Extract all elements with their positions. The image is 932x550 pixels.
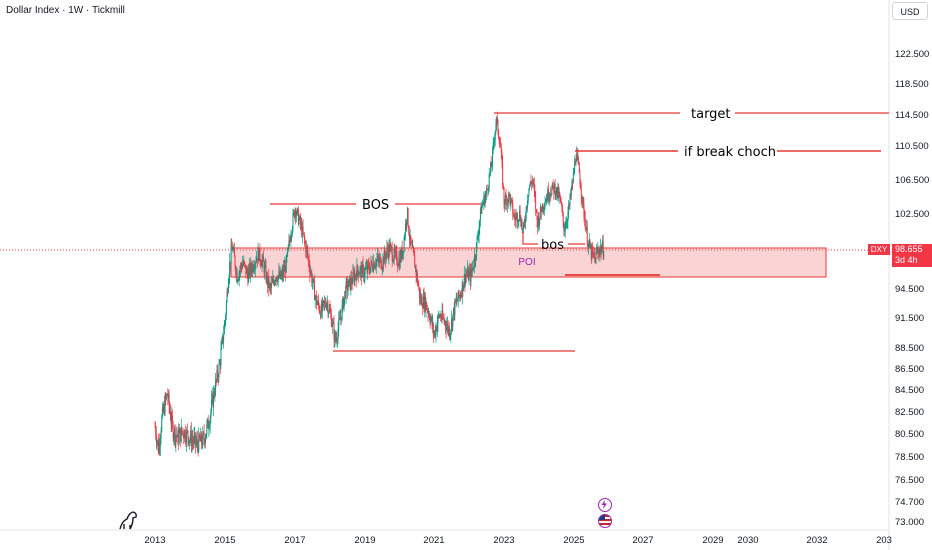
candle-series [154,111,605,457]
price-tick-label: 106.500 [895,175,929,186]
time-tick-label: 2015 [214,535,235,546]
chart-title: Dollar Index · 1W · Tickmill [6,5,125,16]
bos-upper-label: BOS [362,198,389,213]
price-value: 98.655 [895,244,923,254]
poi-zone[interactable] [230,247,827,278]
price-tag: 98.655 3d 4h [892,244,932,267]
time-tick-label: 2019 [354,535,375,546]
time-tick-label: 2032 [806,535,827,546]
price-axis[interactable]: 122.500 118.500 114.500 110.500 106.500 102.5… [895,49,929,528]
price-tick-label: 94.500 [895,284,924,295]
price-tick-label: 76.500 [895,475,924,486]
time-tick-label: 2025 [563,535,584,546]
poi-label: POI [518,257,535,268]
price-tick-label: 102.500 [895,209,929,220]
price-tick-label: 91.500 [895,313,924,324]
symbol-tag: DXY [868,244,890,255]
time-tick-label: 203 [876,535,892,546]
target-label: target [691,107,731,122]
time-tick-label: 2030 [737,535,758,546]
price-tick-label: 122.500 [895,49,929,60]
us-flag-icon[interactable] [598,514,612,528]
dinosaur-logo-icon[interactable] [119,511,137,530]
price-tick-label: 80.500 [895,429,924,440]
price-tick-label: 82.500 [895,407,924,418]
price-tick-label: 86.500 [895,364,924,375]
price-tick-label: 88.500 [895,343,924,354]
price-tick-label: 73.000 [895,517,924,528]
time-tick-label: 2013 [144,535,165,546]
time-tick-label: 2017 [284,535,305,546]
bar-countdown: 3d 4h [895,255,918,265]
price-tick-label: 74.700 [895,497,924,508]
time-tick-label: 2027 [632,535,653,546]
annotations-layer [270,112,889,352]
currency-selector[interactable]: USD [892,2,928,20]
price-tick-label: 78.500 [895,452,924,463]
price-tick-label: 118.500 [895,79,929,90]
choch-label: if break choch [684,145,776,160]
price-tick-label: 110.500 [895,141,929,152]
lightning-icon[interactable] [598,498,612,512]
last-price-badge: DXY 98.655 3d 4h [868,244,932,267]
price-tick-label: 84.500 [895,385,924,396]
time-axis[interactable]: 2013 2015 2017 2019 2021 2023 2025 2027 2029 2030… [144,535,892,546]
price-tick-label: 114.500 [895,110,929,121]
time-tick-label: 2029 [702,535,723,546]
bos-lower-line[interactable] [522,232,538,245]
time-tick-label: 2021 [423,535,444,546]
time-tick-label: 2023 [493,535,514,546]
bos-lower-label: bos [541,238,564,253]
